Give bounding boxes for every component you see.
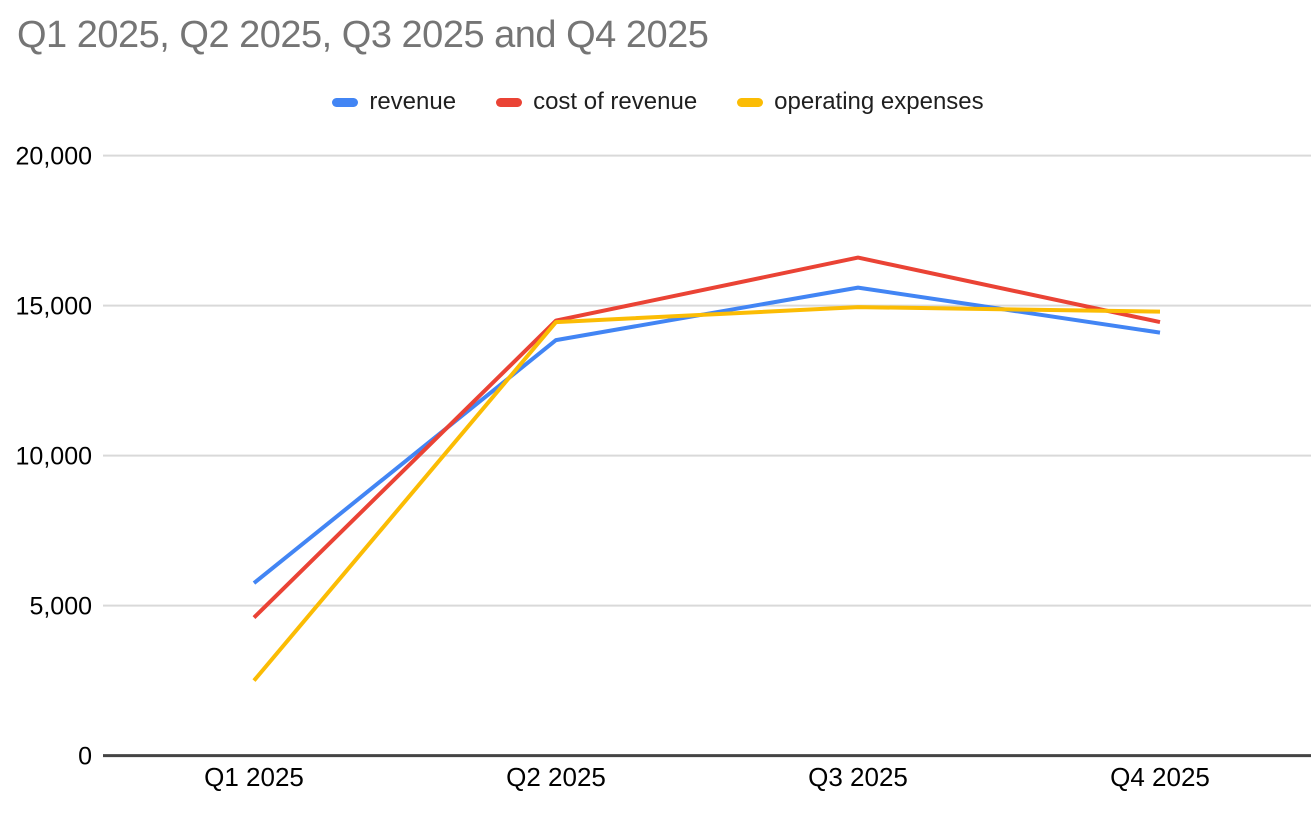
legend-item: cost of revenue bbox=[496, 88, 697, 116]
x-axis-tick-label: Q4 2025 bbox=[1110, 762, 1210, 792]
y-axis-tick-label: 10,000 bbox=[16, 443, 92, 471]
x-axis-tick-label: Q2 2025 bbox=[506, 762, 606, 792]
y-axis-tick-label: 5,000 bbox=[29, 593, 92, 621]
legend-label: cost of revenue bbox=[533, 88, 698, 115]
x-axis-tick-label: Q3 2025 bbox=[808, 762, 908, 792]
legend-swatch-icon bbox=[496, 97, 523, 107]
y-axis-tick-label: 20,000 bbox=[16, 143, 92, 171]
legend-label: operating expenses bbox=[774, 88, 984, 115]
legend-swatch-icon bbox=[332, 97, 359, 107]
y-axis-tick-label: 15,000 bbox=[16, 293, 92, 321]
chart-title: Q1 2025, Q2 2025, Q3 2025 and Q4 2025 bbox=[17, 14, 709, 56]
series-line-revenue bbox=[252, 285, 1161, 585]
x-axis-tick-label: Q1 2025 bbox=[204, 762, 304, 792]
y-axis-tick-label: 0 bbox=[78, 743, 92, 771]
legend-swatch-icon bbox=[737, 97, 764, 107]
series-line-cost-of-revenue bbox=[252, 255, 1161, 620]
series-line-operating-expenses bbox=[252, 305, 1161, 682]
legend-item: operating expenses bbox=[737, 88, 984, 116]
legend-label: revenue bbox=[369, 88, 457, 115]
chart-legend: revenue cost of revenue operating expenses bbox=[0, 88, 1316, 116]
legend-item: revenue bbox=[332, 88, 456, 116]
